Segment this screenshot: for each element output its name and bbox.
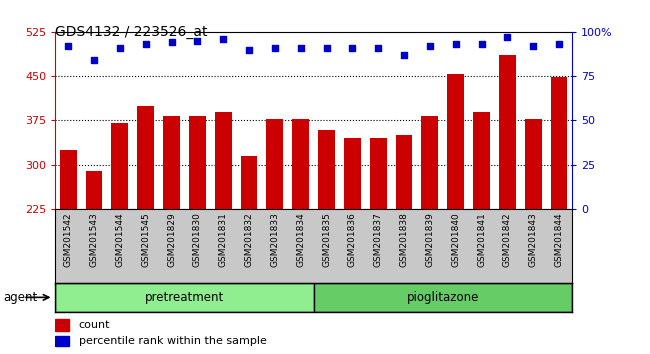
Point — [450, 41, 461, 47]
Point — [296, 45, 306, 51]
Bar — [55, 283, 313, 312]
Bar — [318, 130, 335, 209]
Bar — [370, 138, 387, 209]
Text: GSM201843: GSM201843 — [528, 212, 538, 267]
Text: pretreatment: pretreatment — [145, 291, 224, 304]
Text: GSM201545: GSM201545 — [141, 212, 150, 267]
Bar — [421, 116, 438, 209]
Text: GSM201842: GSM201842 — [503, 212, 512, 267]
Bar — [163, 116, 180, 209]
Text: GSM201831: GSM201831 — [218, 212, 227, 268]
Text: GSM201836: GSM201836 — [348, 212, 357, 268]
Text: GSM201834: GSM201834 — [296, 212, 306, 267]
Bar — [266, 119, 283, 209]
Point — [218, 36, 228, 42]
Text: GSM201832: GSM201832 — [244, 212, 254, 267]
Text: percentile rank within the sample: percentile rank within the sample — [79, 336, 266, 346]
Point — [528, 43, 538, 49]
Point — [554, 41, 564, 47]
Bar — [447, 74, 464, 209]
Text: GSM201837: GSM201837 — [374, 212, 383, 268]
Point — [114, 45, 125, 51]
Bar — [313, 283, 572, 312]
Bar — [551, 77, 567, 209]
Point — [244, 47, 254, 52]
Point — [192, 38, 203, 44]
Text: GSM201544: GSM201544 — [115, 212, 124, 267]
Bar — [240, 156, 257, 209]
Text: agent: agent — [3, 291, 38, 304]
Point — [140, 41, 151, 47]
Bar — [55, 319, 69, 331]
Bar — [344, 138, 361, 209]
Text: GSM201543: GSM201543 — [90, 212, 99, 267]
Bar — [111, 123, 128, 209]
Point — [347, 45, 358, 51]
Bar — [55, 336, 69, 346]
Text: GSM201840: GSM201840 — [451, 212, 460, 267]
Point — [399, 52, 410, 58]
Text: GDS4132 / 223526_at: GDS4132 / 223526_at — [55, 25, 208, 39]
Bar — [214, 112, 231, 209]
Bar — [473, 112, 490, 209]
Text: pioglitazone: pioglitazone — [407, 291, 479, 304]
Text: GSM201829: GSM201829 — [167, 212, 176, 267]
Point — [63, 43, 73, 49]
Bar — [137, 105, 154, 209]
Text: GSM201838: GSM201838 — [400, 212, 409, 268]
Text: GSM201833: GSM201833 — [270, 212, 280, 268]
Text: GSM201841: GSM201841 — [477, 212, 486, 267]
Text: GSM201844: GSM201844 — [554, 212, 564, 267]
Text: count: count — [79, 320, 110, 330]
Point — [321, 45, 332, 51]
Text: GSM201839: GSM201839 — [425, 212, 434, 268]
Bar — [86, 171, 103, 209]
Point — [89, 57, 99, 63]
Point — [166, 40, 177, 45]
Bar — [292, 119, 309, 209]
Bar — [189, 116, 206, 209]
Point — [476, 41, 487, 47]
Text: GSM201542: GSM201542 — [64, 212, 73, 267]
Bar — [396, 135, 413, 209]
Point — [424, 43, 435, 49]
Text: GSM201830: GSM201830 — [193, 212, 202, 268]
Bar — [525, 119, 541, 209]
Text: GSM201835: GSM201835 — [322, 212, 331, 268]
Bar — [60, 150, 77, 209]
Point — [502, 34, 513, 40]
Point — [373, 45, 384, 51]
Bar — [499, 56, 516, 209]
Point — [270, 45, 280, 51]
